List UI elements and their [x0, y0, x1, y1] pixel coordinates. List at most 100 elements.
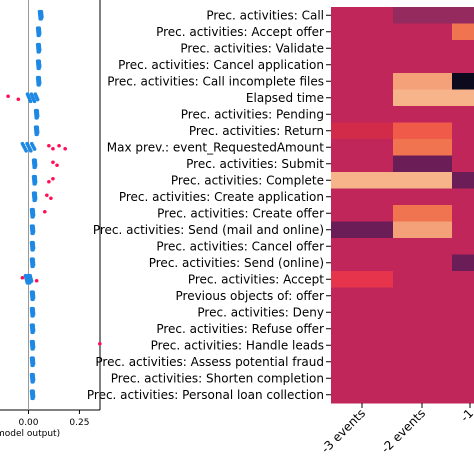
heatmap-cell — [452, 106, 474, 123]
heatmap-cell — [393, 205, 453, 222]
heatmap-column-label: -2 events — [378, 406, 428, 456]
heatmap-row-label: Prec. activities: Handle leads — [151, 338, 324, 352]
heatmap-cell — [393, 287, 453, 305]
scatter-point — [31, 246, 36, 250]
heatmap-cell — [393, 23, 453, 41]
scatter-point — [47, 179, 51, 184]
heatmap-cell — [452, 221, 474, 239]
heatmap-cell — [393, 370, 453, 387]
scatter-point — [47, 143, 51, 148]
heatmap-cell — [331, 353, 394, 371]
heatmap-cell — [331, 73, 394, 90]
heatmap-cell — [452, 386, 474, 404]
heatmap-cell — [393, 106, 453, 123]
scatter-point — [34, 278, 39, 283]
scatter-point — [33, 196, 38, 201]
heatmap-cell — [452, 56, 474, 74]
heatmap-cell — [331, 320, 394, 338]
scatter-point — [24, 149, 28, 153]
scatter-point — [31, 213, 36, 217]
scatter-point — [31, 262, 36, 267]
heatmap-cell — [452, 188, 474, 206]
heatmap-row-label: Prec. activities: Submit — [186, 157, 324, 171]
heatmap-row-label: Prec. activities: Cancel offer — [156, 239, 324, 253]
scatter-point — [31, 378, 36, 382]
x-tick-label: 0.25 — [69, 418, 89, 428]
heatmap-cell — [452, 271, 474, 288]
scatter-point — [31, 345, 36, 349]
heatmap-cell — [452, 122, 474, 140]
heatmap-cell — [331, 304, 394, 321]
heatmap-row-label: Prec. activities: Validate — [180, 41, 324, 55]
scatter-point — [57, 143, 61, 148]
heatmap-cell — [331, 56, 394, 74]
shap-beeswarm-panel: -0.250.000.25 model output) — [0, 0, 102, 439]
heatmap-cell — [393, 353, 453, 371]
heatmap-cell — [452, 254, 474, 272]
heatmap-cell — [393, 89, 453, 107]
heatmap-cell — [331, 221, 394, 239]
x-ticks: -0.250.000.25 — [18, 410, 89, 428]
scatter-point — [49, 196, 53, 201]
heatmap-row-label: Prec. activities: Accept offer — [156, 25, 324, 39]
heatmap-cell — [331, 337, 394, 354]
scatter-point — [45, 193, 49, 198]
heatmap-cell — [393, 221, 453, 239]
heatmap-cell — [452, 337, 474, 354]
heatmap-cell — [452, 370, 474, 387]
heatmap-row-label: Prec. activities: Accept — [188, 272, 324, 286]
scatter-point — [40, 15, 44, 19]
scatter-point — [63, 146, 67, 151]
heatmap-cell — [331, 271, 394, 288]
x-tick-label: 0.00 — [18, 418, 38, 428]
heatmap-row-label: Prec. activities: Create offer — [157, 206, 324, 220]
scatter-point — [31, 295, 36, 300]
heatmap-cell — [393, 172, 453, 189]
heatmap-cell — [393, 238, 453, 255]
heatmap-cells — [331, 7, 474, 404]
heatmap-row-label: Prec. activities: Call incomplete files — [107, 74, 324, 88]
scatter-point — [31, 361, 36, 366]
heatmap-cell — [331, 40, 394, 57]
heatmap-cell — [393, 304, 453, 321]
heatmap-cell — [452, 89, 474, 107]
scatter-point — [31, 328, 36, 333]
heatmap-cell — [452, 353, 474, 371]
heatmap-cell — [452, 172, 474, 189]
scatter-point — [51, 160, 55, 165]
heatmap-cell — [393, 386, 453, 404]
heatmap-cell — [331, 254, 394, 272]
heatmap-cell — [452, 139, 474, 156]
scatter-point — [35, 97, 40, 102]
heatmap-row-label: Prec. activities: Personal loan collecti… — [87, 388, 324, 402]
heatmap-cell — [331, 172, 394, 189]
scatter-point — [31, 312, 36, 316]
heatmap-cell — [393, 56, 453, 74]
heatmap-cell — [452, 40, 474, 57]
heatmap-cell — [393, 122, 453, 140]
heatmap-cell — [331, 139, 394, 156]
heatmap-cell — [331, 386, 394, 404]
scatter-point — [31, 229, 36, 234]
heatmap-cell — [331, 205, 394, 222]
heatmap-row-label: Prec. activities: Create application — [119, 190, 324, 204]
heatmap-row-label: Prec. activities: Send (online) — [149, 256, 324, 270]
scatter-point — [35, 114, 40, 118]
heatmap-cell — [331, 155, 394, 173]
heatmap-column-labels: -3 events -2 events -1 — [318, 403, 474, 456]
scatter-point — [32, 147, 37, 151]
heatmap-column-label: -1 — [458, 406, 474, 424]
scatter-point — [32, 99, 37, 104]
heatmap-row-label: Prec. activities: Refuse offer — [156, 322, 324, 336]
heatmap-cell — [452, 320, 474, 338]
heatmap-cell — [331, 188, 394, 206]
heatmap-cell — [452, 155, 474, 173]
heatmap-cell — [393, 254, 453, 272]
scatter-point — [37, 81, 42, 85]
scatter-point — [16, 97, 21, 102]
heatmap-cell — [393, 155, 453, 173]
heatmap-cell — [452, 23, 474, 41]
heatmap-cell — [452, 7, 474, 24]
scatter-point — [37, 48, 42, 52]
